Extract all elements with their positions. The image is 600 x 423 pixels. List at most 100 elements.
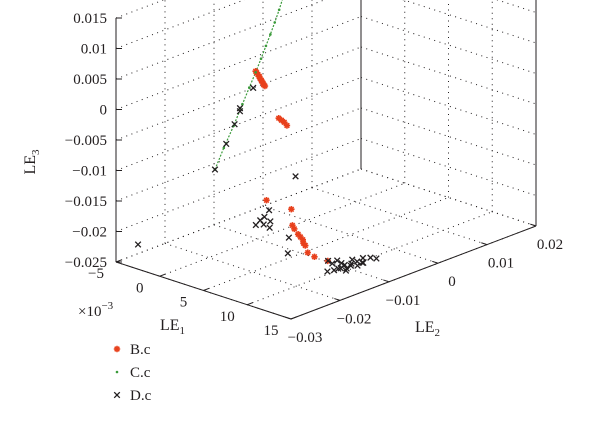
x-tick-label: 0 [136,280,144,296]
data-point [288,206,295,213]
grid-line [115,0,326,80]
x-tick-label: 5 [180,295,188,311]
y-tick-label: 0 [448,274,456,290]
z-tick-label: 0.01 [81,42,107,58]
data-point [264,44,268,48]
data-point [367,254,374,261]
data-point [273,21,277,24]
data-point [358,259,366,266]
series-asterisk [252,68,331,265]
data-point [113,345,121,353]
data-point [266,224,273,232]
x-multiplier-label: ×10−3 [78,300,114,320]
y-tick [334,298,341,301]
data-point [231,121,238,128]
z-tick-label: −0.025 [65,255,107,271]
legend-item: B.c [113,342,151,358]
y-tick [481,242,488,246]
grid-line [115,138,362,232]
y-tick [432,260,439,264]
data-point [113,391,121,399]
data-point [241,102,244,106]
data-point [299,236,306,243]
grid-line [164,242,341,301]
data-point [347,262,355,269]
grid-line [115,16,362,110]
grid-line [115,168,362,263]
x-tick [247,302,254,306]
data-point [311,253,318,260]
x-tick-label: 15 [264,323,279,339]
data-point [329,260,336,267]
data-point [304,249,311,256]
data-point [284,250,292,257]
x-tick [203,287,210,291]
y-tick-label: −0.01 [386,293,421,309]
y-tick-label: −0.03 [288,330,323,346]
z-axis-label: LE3 [22,149,42,175]
data-point [292,173,299,180]
data-point [247,86,251,89]
x-tick [159,273,166,277]
data-point [291,225,298,233]
data-point [261,82,269,90]
data-point [283,122,291,129]
z-tick-label: 0 [100,103,108,119]
legend-label: C.c [130,365,151,381]
data-point [222,146,226,150]
y-tick-label: 0.01 [488,256,514,272]
x-tick-label: 10 [220,309,235,325]
data-point [211,166,219,173]
grid-line [115,46,362,141]
y-axis-label: LE2 [415,319,440,339]
y-tick-label: 0.02 [537,237,563,253]
data-point [267,218,274,225]
z-tick-label: −0.02 [72,225,107,241]
z-tick-label: 0.015 [73,11,107,27]
grid-line [115,0,165,19]
data-point [348,256,356,263]
data-point [324,268,331,275]
data-point [333,257,341,264]
y-tick [383,279,390,283]
legend-label: B.c [130,342,151,358]
data-point [115,370,119,374]
data-point [252,221,260,229]
x-tick [290,316,297,320]
data-point [285,234,293,241]
z-tick-label: 0.005 [73,72,107,88]
data-point [259,57,263,61]
grid-line [159,182,405,277]
grid-lines [115,0,537,320]
data-point [341,261,348,269]
data-point [342,267,350,274]
z-tick-label: −0.01 [72,164,107,180]
y-tick [530,223,537,227]
z-tick-label: −0.005 [65,133,107,149]
data-point [354,262,361,269]
legend-item: C.c [115,365,151,381]
data-point [269,33,272,36]
data-point [134,241,142,248]
grid-line [360,46,537,105]
data-marks [134,0,380,275]
series-dot [213,8,281,171]
y-axis-line [290,225,537,320]
data-point [263,197,270,204]
data-point [265,206,273,214]
data-point [277,8,281,12]
tick-labels: 0.015 0.01 0.005 0 −0.005 −0.01 −0.01 5 −0.02 −0.… [65,11,563,346]
x-tick [115,259,122,263]
grid-line [115,0,246,49]
data-point [334,265,342,272]
grid-line [115,77,362,171]
y-tick-label: −0.02 [337,311,372,327]
data-point [222,140,230,148]
axes-frame [115,0,537,320]
grid-line [115,107,362,202]
data-point [302,242,309,249]
data-point [249,84,257,92]
data-point [236,104,244,112]
grid-line [203,197,449,291]
